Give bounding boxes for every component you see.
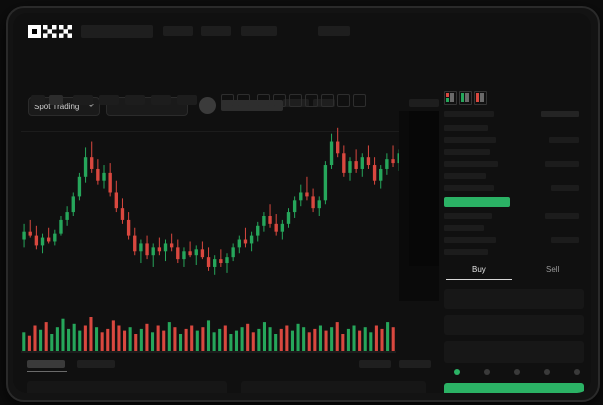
ticker-stat-0 bbox=[283, 99, 309, 107]
toolbar-item-0[interactable] bbox=[31, 95, 45, 105]
orderbook-row[interactable] bbox=[444, 237, 496, 243]
order-total-field[interactable] bbox=[444, 341, 584, 363]
orderbook-row[interactable] bbox=[444, 161, 498, 167]
magnet-icon[interactable] bbox=[321, 94, 334, 107]
ticker-stat-1 bbox=[313, 99, 335, 107]
nav-item-3[interactable] bbox=[318, 26, 350, 36]
chart-gridline bbox=[21, 131, 433, 132]
orderbook-row[interactable] bbox=[444, 173, 486, 179]
crosshair-icon[interactable] bbox=[257, 94, 270, 107]
trash-icon[interactable] bbox=[353, 94, 366, 107]
brush-icon[interactable] bbox=[305, 94, 318, 107]
redo-icon[interactable] bbox=[237, 94, 250, 107]
orders-tab-1[interactable] bbox=[77, 360, 115, 368]
chevron-down-icon bbox=[88, 104, 94, 107]
search-input[interactable] bbox=[81, 25, 153, 38]
market-sub-bar: Spot Trading bbox=[13, 47, 591, 116]
okx-logo[interactable] bbox=[28, 25, 72, 38]
fibonacci-icon[interactable] bbox=[289, 94, 302, 107]
orders-tab-bar bbox=[27, 360, 437, 372]
orderbook-spread-highlight bbox=[444, 197, 510, 207]
orderbook-asks-icon[interactable] bbox=[474, 91, 487, 105]
pagination-dot-1[interactable] bbox=[484, 369, 490, 375]
order-price-field[interactable] bbox=[444, 289, 584, 309]
candlestick-series bbox=[22, 127, 432, 275]
orders-panel-left bbox=[27, 381, 227, 393]
toolbar-item-5[interactable] bbox=[151, 95, 171, 105]
orderbook-row[interactable] bbox=[549, 137, 579, 143]
orderbook-row[interactable] bbox=[444, 149, 490, 155]
orderbook-and-trade-panel: Buy Sell bbox=[441, 87, 587, 393]
volume-series bbox=[21, 317, 396, 353]
ticker-stat-2 bbox=[409, 99, 439, 107]
orders-tab-underline bbox=[27, 371, 67, 372]
orders-tab-3[interactable] bbox=[399, 360, 431, 368]
price-chart[interactable] bbox=[21, 111, 433, 361]
nav-item-1[interactable] bbox=[201, 26, 231, 36]
toolbar-item-2[interactable] bbox=[73, 95, 93, 105]
tab-buy[interactable]: Buy bbox=[472, 265, 486, 274]
orderbook-row[interactable] bbox=[444, 249, 488, 255]
toolbar-item-1[interactable] bbox=[49, 95, 63, 105]
nav-item-0[interactable] bbox=[163, 26, 193, 36]
orders-tab-2[interactable] bbox=[359, 360, 391, 368]
trade-tab-underline bbox=[446, 279, 512, 280]
eye-icon[interactable] bbox=[337, 94, 350, 107]
orderbook-bids-icon[interactable] bbox=[459, 91, 472, 105]
orders-tab-0[interactable] bbox=[27, 360, 65, 368]
toolbar-item-3[interactable] bbox=[99, 95, 119, 105]
orderbook-row[interactable] bbox=[444, 137, 496, 143]
coin-avatar bbox=[199, 97, 216, 114]
toolbar-item-4[interactable] bbox=[125, 95, 145, 105]
orders-panel-right bbox=[241, 381, 426, 393]
pair-name-label bbox=[221, 100, 283, 111]
trading-mode-label: Spot Trading bbox=[34, 102, 80, 111]
undo-icon[interactable] bbox=[221, 94, 234, 107]
orderbook-both-icon[interactable] bbox=[444, 91, 457, 105]
orderbook-row[interactable] bbox=[551, 237, 579, 243]
toolbar-item-6[interactable] bbox=[177, 95, 197, 105]
nav-item-2[interactable] bbox=[241, 26, 277, 36]
pagination-dot-4[interactable] bbox=[574, 369, 580, 375]
order-amount-field[interactable] bbox=[444, 315, 584, 335]
chart-toolbar bbox=[13, 91, 591, 109]
pagination-dot-0[interactable] bbox=[454, 369, 460, 375]
pagination-dots bbox=[444, 369, 584, 379]
orderbook-row[interactable] bbox=[444, 111, 494, 117]
orderbook-row[interactable] bbox=[541, 111, 579, 117]
pagination-dot-3[interactable] bbox=[544, 369, 550, 375]
pagination-dot-2[interactable] bbox=[514, 369, 520, 375]
chart-overlay-panel-inner bbox=[409, 111, 439, 266]
tablet-device-frame: Spot Trading bbox=[6, 6, 600, 402]
orderbook-row[interactable] bbox=[444, 185, 494, 191]
tab-sell[interactable]: Sell bbox=[546, 265, 560, 274]
orderbook-view-toggles bbox=[444, 91, 504, 105]
orderbook-row[interactable] bbox=[444, 213, 492, 219]
orderbook-row[interactable] bbox=[551, 185, 579, 191]
orderbook-row[interactable] bbox=[545, 161, 579, 167]
trendline-icon[interactable] bbox=[273, 94, 286, 107]
app-screen: Spot Trading bbox=[13, 13, 591, 393]
orderbook-row[interactable] bbox=[444, 125, 488, 131]
submit-order-button[interactable] bbox=[444, 383, 584, 393]
top-navigation-bar bbox=[13, 13, 591, 47]
volume-chart bbox=[21, 313, 396, 353]
orderbook-row[interactable] bbox=[545, 213, 579, 219]
trade-tab-bar: Buy Sell bbox=[444, 262, 584, 282]
orderbook-row[interactable] bbox=[444, 225, 484, 231]
